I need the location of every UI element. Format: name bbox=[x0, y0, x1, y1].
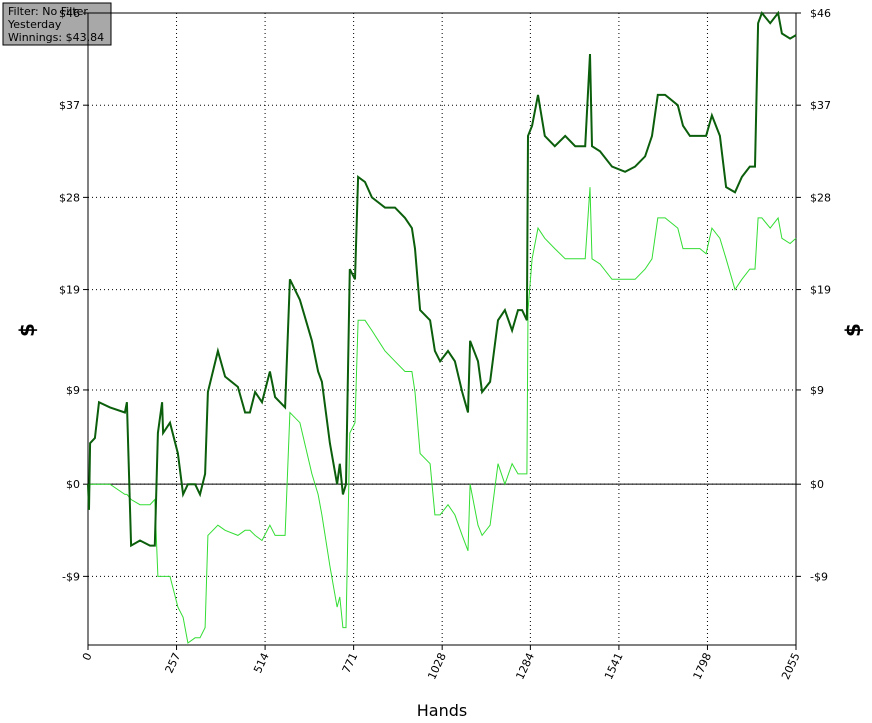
x-tick-label: 1541 bbox=[602, 651, 626, 682]
y-tick-label-right: $46 bbox=[810, 7, 831, 20]
y-tick-label-right: -$9 bbox=[810, 570, 828, 583]
y-tick-label-right: $9 bbox=[810, 384, 824, 397]
info-filter: Filter: No Filter bbox=[8, 5, 88, 18]
y-axis-title-right: $ bbox=[841, 323, 865, 337]
y-tick-label-right: $19 bbox=[810, 284, 831, 297]
x-tick-label: 514 bbox=[251, 651, 272, 676]
info-box bbox=[2, 2, 112, 46]
info-period: Yesterday bbox=[7, 18, 62, 31]
plot-frame bbox=[87, 12, 797, 646]
y-tick-label: $0 bbox=[66, 478, 80, 491]
series-line bbox=[87, 10, 797, 548]
x-tick-label: 0 bbox=[80, 651, 95, 663]
x-tick-label: 771 bbox=[340, 651, 361, 676]
x-tick-label: 1028 bbox=[425, 651, 449, 682]
series-line bbox=[87, 187, 797, 644]
x-tick-label: 1798 bbox=[691, 651, 715, 682]
y-tick-label: $19 bbox=[59, 284, 80, 297]
y-tick-label-right: $0 bbox=[810, 478, 824, 491]
y-tick-label: $37 bbox=[59, 99, 80, 112]
y-tick-label-right: $37 bbox=[810, 99, 831, 112]
y-tick-label: -$9 bbox=[62, 570, 80, 583]
x-axis-title: Hands bbox=[417, 701, 467, 720]
y-tick-label-right: $28 bbox=[810, 191, 831, 204]
info-winnings: Winnings: $43.84 bbox=[8, 31, 104, 44]
y-tick-label: $46 bbox=[59, 7, 80, 20]
x-tick-label: 2055 bbox=[779, 651, 803, 682]
x-tick-label: 257 bbox=[163, 651, 184, 676]
y-tick-label: $28 bbox=[59, 191, 80, 204]
y-tick-label: $9 bbox=[66, 384, 80, 397]
y-axis-title: $ bbox=[15, 323, 39, 337]
x-tick-label: 1284 bbox=[513, 651, 537, 682]
